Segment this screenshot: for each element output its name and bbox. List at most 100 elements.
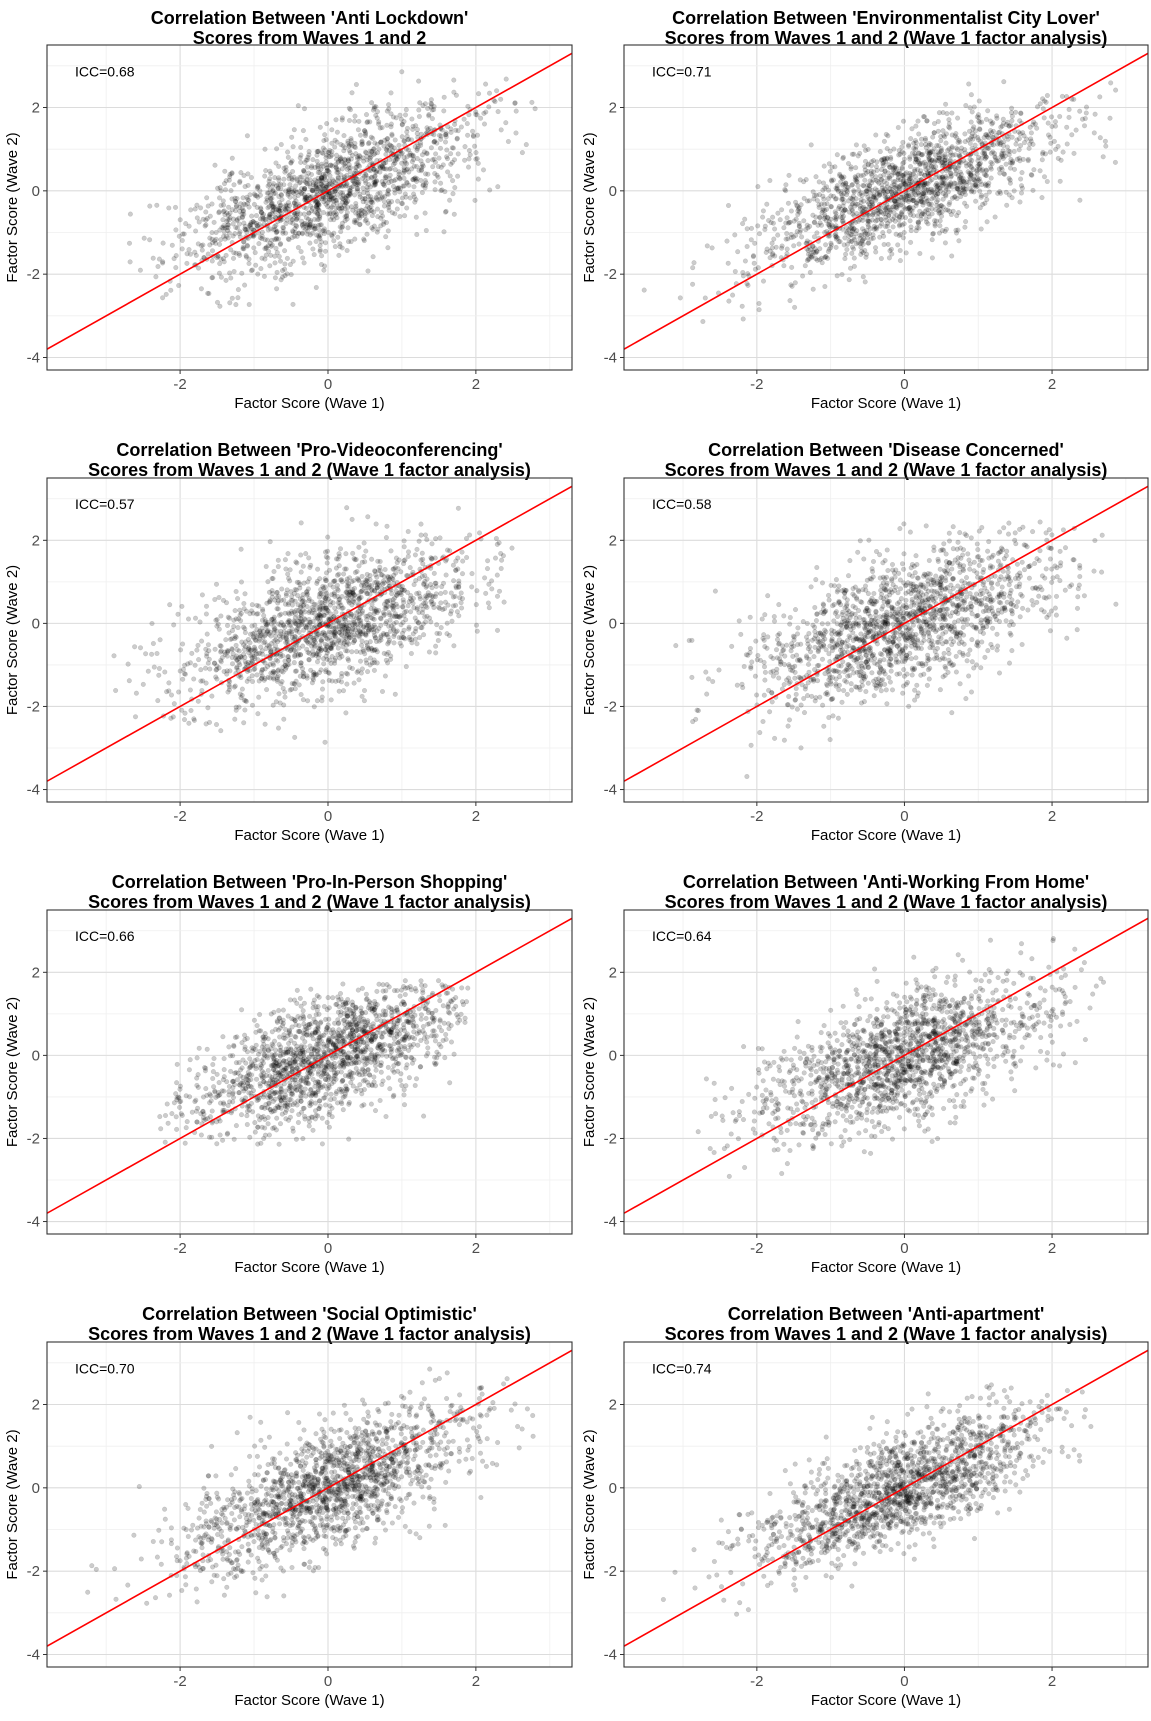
x-tick-label: -2 (173, 376, 186, 393)
data-point (386, 207, 392, 213)
data-point (841, 208, 847, 214)
data-point (205, 705, 211, 711)
data-point (328, 181, 335, 187)
data-point (486, 581, 492, 587)
data-point (1049, 114, 1055, 120)
data-point (890, 179, 897, 185)
data-point (225, 222, 231, 228)
data-point (337, 546, 344, 552)
data-point (353, 181, 359, 188)
data-point (338, 229, 344, 235)
data-point (529, 99, 535, 105)
data-point (319, 600, 325, 606)
data-point (318, 177, 324, 184)
data-point (233, 655, 239, 661)
data-point (1039, 195, 1045, 201)
data-point (258, 209, 264, 215)
data-point (252, 192, 258, 199)
data-point (401, 175, 407, 181)
data-point (839, 271, 845, 278)
data-point (451, 157, 458, 163)
data-point (403, 664, 409, 670)
data-point (402, 112, 409, 118)
data-point (303, 205, 309, 211)
data-point (203, 646, 209, 652)
y-tick-label: 2 (32, 532, 40, 549)
data-point (1004, 202, 1010, 208)
data-point (426, 112, 432, 118)
data-point (310, 246, 316, 252)
data-point (1007, 180, 1013, 186)
data-point (357, 611, 363, 617)
data-point (306, 225, 312, 231)
data-point (291, 216, 297, 222)
data-point (149, 651, 155, 657)
data-point (368, 153, 374, 160)
data-point (297, 189, 303, 195)
data-point (379, 125, 385, 131)
data-point (326, 154, 332, 160)
data-point (221, 181, 228, 187)
data-point (354, 186, 360, 192)
data-point (263, 199, 269, 205)
data-point (232, 198, 239, 204)
data-point (384, 136, 390, 142)
data-point (319, 253, 325, 259)
data-point (227, 210, 233, 216)
data-point (890, 224, 896, 230)
data-point (907, 163, 914, 170)
data-point (409, 159, 415, 165)
data-point (386, 204, 392, 210)
data-point (921, 159, 928, 165)
data-point (269, 237, 275, 243)
data-point (377, 165, 383, 171)
data-point (384, 108, 390, 114)
data-point (281, 182, 287, 188)
data-point (222, 225, 228, 231)
data-point (1013, 109, 1019, 115)
data-point (801, 218, 807, 224)
data-point (420, 182, 426, 188)
data-point (820, 206, 826, 212)
data-point (330, 177, 336, 183)
data-point (256, 241, 262, 247)
data-point (372, 140, 378, 146)
icc-annotation: ICC=0.71 (652, 63, 712, 79)
data-point (415, 144, 421, 150)
data-point (229, 196, 235, 202)
data-point (770, 220, 776, 226)
data-point (334, 200, 340, 206)
data-point (453, 567, 459, 573)
data-point (431, 139, 437, 145)
data-point (1019, 170, 1025, 176)
data-point (198, 205, 204, 211)
data-point (764, 201, 770, 207)
data-point (276, 175, 282, 181)
data-point (414, 546, 420, 552)
data-point (300, 643, 306, 649)
data-point (258, 205, 264, 211)
data-point (155, 263, 161, 270)
data-point (260, 634, 266, 641)
data-point (322, 147, 328, 153)
data-point (744, 281, 750, 287)
data-point (908, 136, 914, 142)
data-point (387, 166, 393, 172)
data-point (132, 714, 139, 720)
data-point (1103, 143, 1109, 149)
data-point (833, 223, 839, 229)
data-point (307, 194, 314, 200)
data-point (363, 172, 369, 179)
data-point (305, 154, 311, 160)
data-point (287, 182, 293, 188)
data-point (897, 247, 903, 254)
data-point (214, 623, 220, 629)
data-point (338, 142, 344, 148)
data-point (889, 183, 895, 189)
data-point (410, 152, 416, 158)
data-point (394, 156, 400, 162)
data-point (917, 208, 923, 214)
data-point (1073, 127, 1079, 133)
data-point (256, 603, 262, 609)
